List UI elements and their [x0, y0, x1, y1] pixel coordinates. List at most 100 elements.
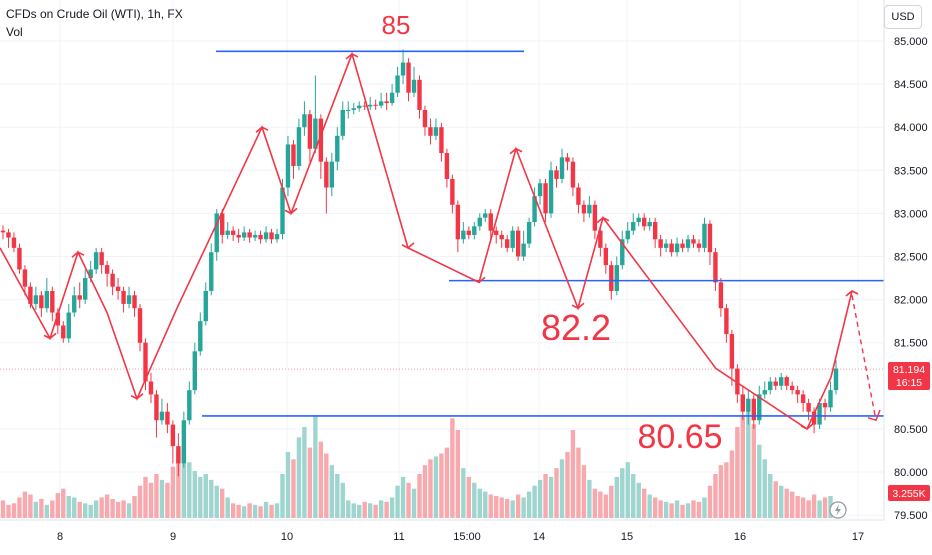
candle-body	[88, 269, 93, 279]
time-tick-label: 10	[281, 531, 293, 543]
volume-bar	[192, 471, 198, 518]
arrowhead	[255, 126, 269, 133]
volume-bar	[263, 501, 269, 518]
last-price-badge: 81.194 16:15	[888, 362, 930, 390]
candle-body	[811, 411, 817, 425]
volume-bar	[209, 479, 214, 518]
candle-body	[247, 232, 252, 238]
candle-body	[137, 308, 143, 343]
arrowhead	[401, 242, 415, 249]
candle-body	[614, 265, 619, 291]
candle-body	[554, 170, 559, 179]
arrowhead	[345, 52, 359, 60]
candle-body	[526, 222, 532, 244]
volume-bar	[483, 491, 488, 518]
volume-bar	[247, 503, 252, 518]
volume-bar	[647, 494, 652, 518]
volume-bar	[66, 496, 71, 518]
price-tick-label: 85.000	[894, 36, 928, 48]
volume-bar	[214, 485, 219, 518]
candle-body	[455, 204, 461, 240]
candle-body	[296, 127, 302, 166]
candle-body	[510, 230, 515, 248]
volume-bar	[428, 459, 433, 518]
candle-body	[833, 368, 839, 391]
volume-bar	[159, 479, 165, 518]
candle-body	[762, 390, 767, 395]
volume-bar	[340, 482, 345, 518]
candle-body	[11, 237, 17, 248]
volume-bar	[241, 506, 247, 518]
candle-body	[680, 243, 685, 248]
volume-bar	[6, 504, 11, 518]
volume-bar	[559, 459, 565, 518]
volume-bar	[236, 504, 241, 518]
volume-value: 3.255K	[892, 488, 925, 500]
volume-indicator-label[interactable]: Vol	[6, 25, 23, 39]
candle-body	[521, 243, 526, 257]
candle-body	[746, 398, 751, 412]
volume-bar	[757, 444, 762, 518]
volume-bar	[121, 500, 126, 518]
candle-body	[373, 104, 378, 106]
symbol-title[interactable]: CFDs on Crude Oil (WTI), 1h, FX	[6, 7, 183, 21]
volume-bar	[362, 501, 367, 518]
candle-body	[411, 79, 417, 93]
candle-body	[44, 290, 50, 309]
candle-body	[33, 295, 39, 304]
volume-bar	[291, 459, 296, 518]
candle-body	[773, 381, 778, 386]
candle-body	[61, 325, 66, 339]
candle-body	[236, 234, 241, 238]
price-tick-label: 83.000	[894, 208, 928, 220]
candle-body	[751, 398, 756, 421]
volume-bar	[472, 482, 477, 518]
candle-body	[263, 232, 269, 240]
candle-body	[691, 239, 696, 244]
candle-body	[631, 222, 636, 231]
candle-body	[620, 239, 625, 266]
volume-bar	[724, 462, 729, 518]
candle-body	[55, 312, 61, 326]
candle-body	[532, 196, 537, 223]
currency-button[interactable]: USD	[884, 5, 922, 29]
volume-bar	[822, 497, 828, 518]
zigzag-drawings	[0, 51, 884, 431]
candle-body	[450, 178, 455, 205]
candle-body	[83, 278, 88, 300]
candle-body	[652, 222, 658, 240]
candle-body	[274, 234, 280, 240]
candle-body	[674, 243, 680, 253]
candle-body	[28, 286, 33, 304]
candle-body	[789, 385, 795, 391]
volume-bar	[143, 476, 148, 518]
volume-bar	[411, 488, 417, 518]
candle-body	[768, 381, 773, 391]
volume-bar	[181, 444, 187, 518]
volume-bar	[148, 482, 154, 518]
candle-body	[39, 295, 44, 309]
volume-bar	[88, 504, 93, 518]
time-tick-label: 17	[852, 531, 864, 543]
candle-body	[241, 232, 247, 238]
volume-bar	[532, 485, 537, 518]
candle-body	[658, 239, 663, 248]
replay-lightning-icon[interactable]	[829, 501, 847, 519]
volume-bar	[400, 476, 406, 518]
candle-body	[335, 135, 340, 162]
volume-bar	[389, 497, 395, 518]
candle-body	[713, 252, 718, 283]
volume-bar	[50, 500, 55, 518]
volume-bar	[28, 494, 33, 518]
time-tick-label: 8	[57, 531, 63, 543]
price-tick-label: 79.500	[894, 510, 928, 522]
volume-bar	[817, 500, 822, 518]
candle-body	[609, 265, 614, 291]
volume-bar	[713, 474, 718, 518]
price-axis: 85.000 84.500 84.000 83.500 83.000 82.500 82.0…	[894, 36, 928, 522]
candle-body	[154, 394, 159, 421]
price-tick-label: 81.500	[894, 338, 928, 350]
candle-body	[110, 273, 115, 287]
